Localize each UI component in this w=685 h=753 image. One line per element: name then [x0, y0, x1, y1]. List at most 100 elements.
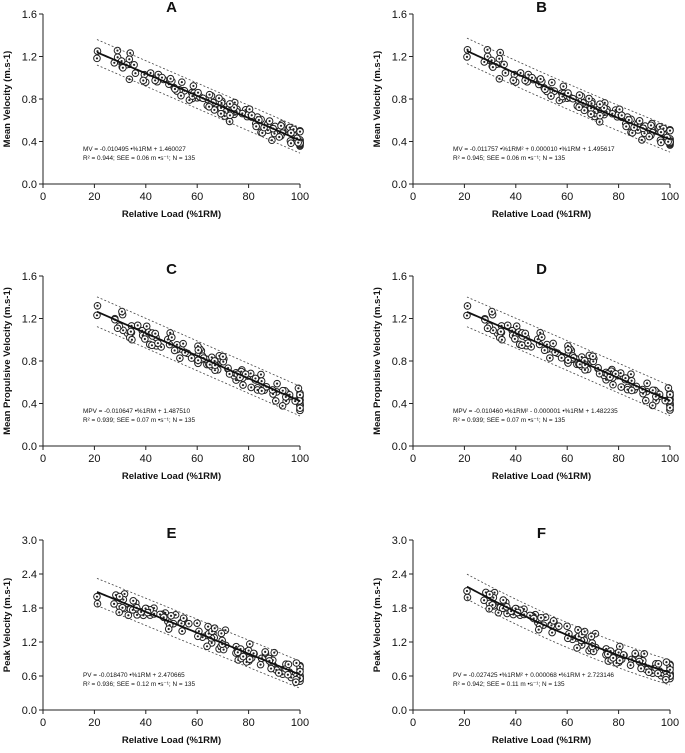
regression-line [96, 591, 301, 676]
data-point-center [260, 389, 263, 392]
data-point-center [174, 613, 177, 616]
data-point-center [617, 651, 620, 654]
data-point-center [145, 325, 148, 328]
data-point-center [499, 51, 502, 54]
data-point-center [235, 645, 238, 648]
data-point-center [513, 337, 516, 341]
data-point-center [618, 645, 621, 648]
x-tick-label: 100 [661, 717, 679, 729]
y-tick-label: 2.4 [22, 569, 37, 581]
data-point-center [502, 63, 506, 66]
data-point-center [210, 356, 213, 359]
data-point-center [95, 314, 99, 317]
data-point-center [118, 611, 121, 614]
y-axis-label: Mean Velocity (m.s-1) [372, 51, 383, 148]
data-point-center [220, 632, 223, 635]
data-point-center [651, 389, 654, 392]
data-point-center [120, 310, 124, 313]
x-tick-label: 100 [661, 191, 679, 203]
data-point-center [224, 629, 227, 632]
data-point-center [264, 650, 267, 653]
data-point-center [657, 662, 660, 665]
data-point-center [612, 656, 615, 660]
y-tick-label: 0.8 [392, 356, 407, 368]
data-point-center [645, 382, 649, 385]
upper-prediction-band [96, 39, 301, 128]
data-point-center [520, 344, 524, 347]
data-point-center [659, 141, 663, 144]
data-point-center [667, 140, 670, 143]
chart-panel-b: B 0.0 0.4 0.8 1.2 1.6 0 20 40 60 80 100 Relative Loa… [372, 0, 679, 220]
x-tick-label: 100 [291, 191, 309, 203]
data-point-center [598, 372, 601, 375]
data-point-center [208, 93, 211, 96]
data-point-center [196, 635, 199, 638]
panel-letter: F [537, 525, 546, 542]
x-tick-label: 0 [40, 191, 46, 203]
upper-prediction-band [466, 573, 671, 661]
data-point-center [213, 627, 216, 630]
data-point-center [120, 59, 123, 63]
data-point-center [603, 101, 606, 104]
panel-letter: B [536, 0, 547, 16]
data-point-center [116, 56, 119, 59]
data-point-center [277, 671, 280, 675]
data-point-center [286, 673, 290, 676]
data-point-center [262, 126, 266, 129]
data-point-center [190, 356, 193, 360]
data-point-center [622, 653, 625, 657]
data-point-center [486, 327, 489, 330]
data-point-center [132, 63, 136, 66]
data-point-center [188, 98, 191, 102]
data-point-center [528, 614, 532, 617]
x-tick-label: 60 [561, 717, 573, 729]
x-tick-label: 40 [140, 191, 152, 203]
data-point-center [668, 668, 672, 671]
data-point-center [630, 379, 633, 382]
data-point-center [260, 380, 263, 383]
data-point-center [514, 607, 517, 610]
data-point-center [562, 85, 565, 88]
regression-line [466, 50, 671, 141]
upper-prediction-band [466, 296, 671, 387]
data-point-center [598, 103, 601, 106]
data-point-center [638, 119, 641, 122]
data-point-center [170, 336, 173, 339]
data-point-center [668, 129, 672, 132]
data-point-center [580, 643, 583, 647]
regression-equation: PV = -0.018470 •%1RM + 2.470665 [83, 672, 185, 679]
data-point-center [605, 647, 608, 651]
data-point-center [128, 78, 131, 81]
data-point-center [247, 649, 250, 652]
data-point-center [289, 131, 293, 134]
y-tick-label: 0.8 [392, 94, 407, 106]
data-point-center [266, 129, 270, 132]
data-point-center [486, 48, 489, 51]
data-point-center [602, 106, 606, 109]
data-point-center [156, 342, 160, 345]
data-point-center [578, 363, 581, 366]
data-point-center [273, 651, 276, 654]
y-tick-label: 0.0 [392, 441, 407, 453]
x-tick-label: 80 [242, 191, 254, 203]
y-tick-label: 1.2 [22, 314, 37, 326]
data-point-center [132, 599, 135, 602]
data-point-center [598, 114, 602, 117]
data-point-center [656, 672, 660, 675]
data-point-center [627, 118, 630, 122]
data-point-center [169, 614, 173, 617]
data-point-center [537, 628, 540, 631]
regression-line [96, 310, 301, 402]
data-point-center [577, 106, 581, 109]
data-point-center [228, 102, 231, 105]
data-point-center [295, 661, 298, 665]
data-point-center [298, 665, 302, 668]
data-point-center [550, 624, 553, 627]
data-point-center [465, 55, 469, 58]
y-tick-label: 3.0 [22, 535, 37, 547]
data-point-center [279, 124, 283, 127]
data-point-center [278, 135, 281, 139]
data-point-center [149, 71, 152, 75]
data-point-center [583, 630, 586, 633]
